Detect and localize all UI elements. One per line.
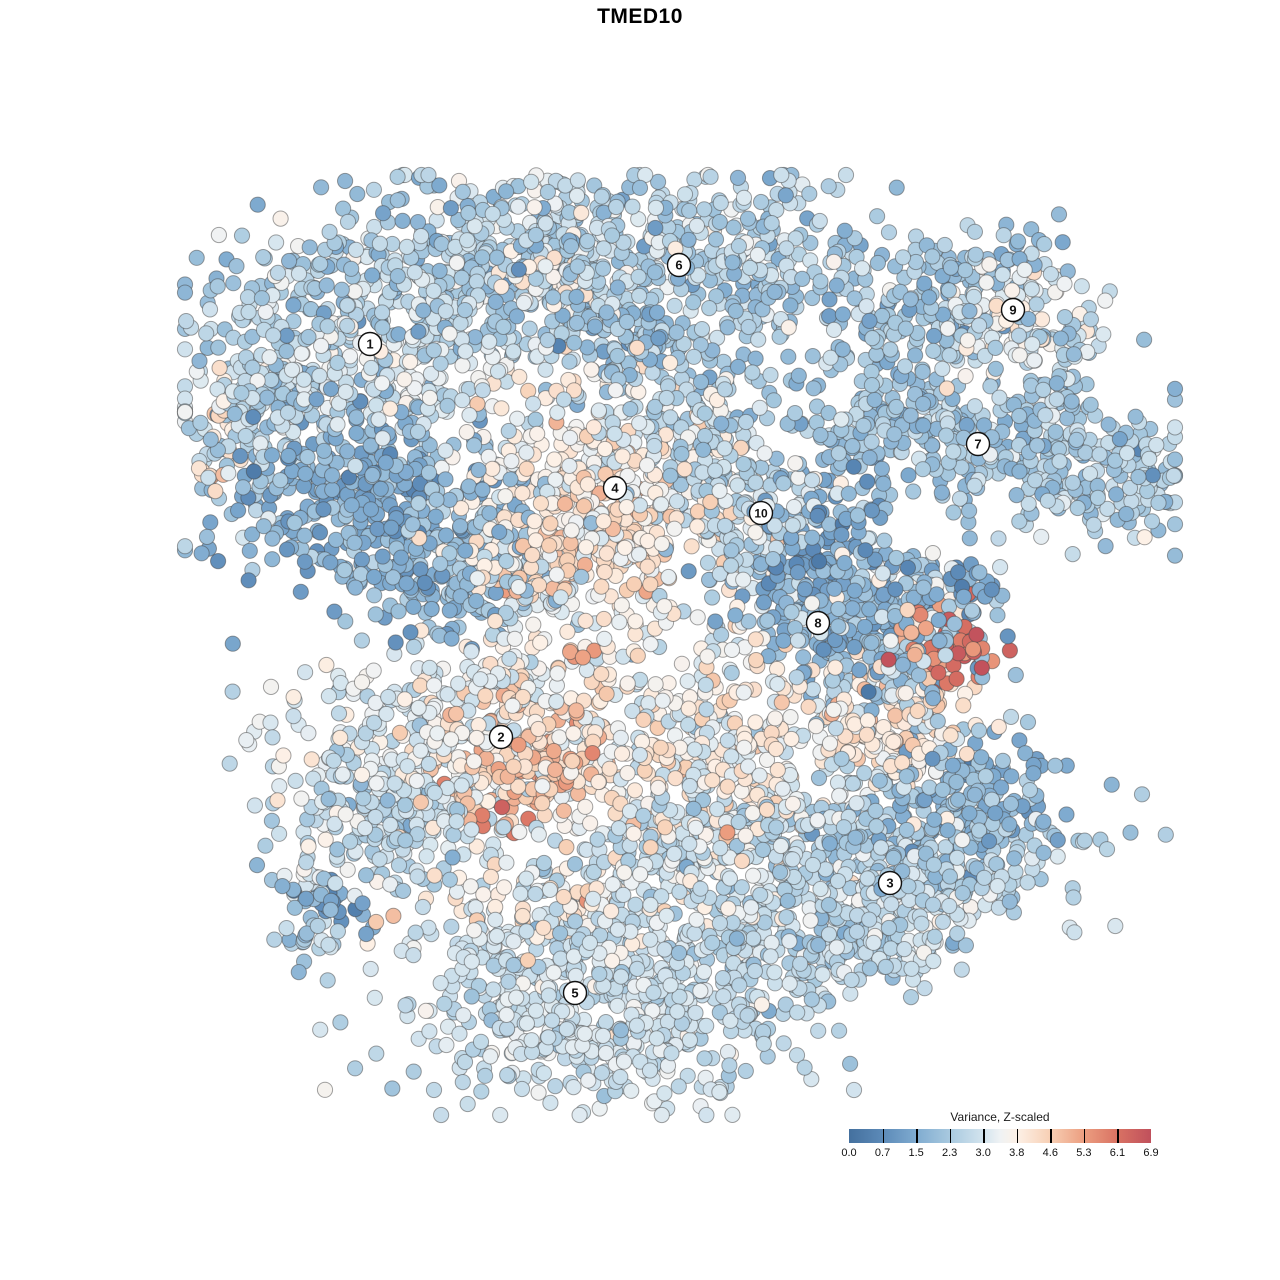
legend-tick-line bbox=[949, 1129, 952, 1143]
legend-tick-label: 0.0 bbox=[841, 1147, 857, 1159]
cluster-label-3: 3 bbox=[877, 870, 903, 896]
cluster-label-10: 10 bbox=[748, 500, 774, 526]
legend-tick-line bbox=[882, 1129, 885, 1143]
cluster-label-4: 4 bbox=[602, 475, 628, 501]
legend-tick-label: 6.9 bbox=[1143, 1147, 1159, 1159]
legend-tick-label: 6.1 bbox=[1109, 1147, 1126, 1159]
legend-tick-line bbox=[1016, 1129, 1019, 1143]
colorbar bbox=[849, 1129, 1151, 1143]
colorbar-tick-labels: 0.0 0.7 1.5 2.3 3.0 3.8 4.6 5.3 6.1 6.9 bbox=[841, 1147, 1158, 1161]
scatter-points bbox=[176, 166, 1184, 1124]
cluster-label-5: 5 bbox=[562, 980, 588, 1006]
legend-tick-line bbox=[1083, 1129, 1086, 1143]
legend-tick-line bbox=[1117, 1129, 1119, 1143]
cluster-label-9: 9 bbox=[1000, 297, 1026, 323]
legend-tick-label: 0.7 bbox=[874, 1147, 891, 1159]
cluster-label-6: 6 bbox=[666, 252, 692, 278]
legend-tick-label: 5.3 bbox=[1076, 1147, 1092, 1159]
cluster-label-1: 1 bbox=[357, 331, 383, 357]
legend-tick-line bbox=[916, 1129, 918, 1143]
legend-tick-label: 3.0 bbox=[975, 1147, 991, 1159]
legend-tick-line bbox=[983, 1129, 985, 1143]
legend-title: Variance, Z-scaled bbox=[950, 1110, 1050, 1124]
legend-tick-label: 4.6 bbox=[1042, 1147, 1058, 1159]
legend-tick-label: 1.5 bbox=[908, 1147, 924, 1159]
cluster-badges: 1 2 3 4 5 6 7 8 9 10 bbox=[357, 252, 1026, 1006]
legend-tick-label: 2.3 bbox=[942, 1147, 958, 1159]
cluster-label-2: 2 bbox=[488, 724, 514, 750]
cluster-label-7: 7 bbox=[965, 431, 991, 457]
cluster-label-8: 8 bbox=[805, 610, 831, 636]
legend-tick-label: 3.8 bbox=[1009, 1147, 1025, 1159]
legend-tick-line bbox=[1050, 1129, 1052, 1143]
colorbar-legend: Variance, Z-scaled 0.0 0.7 1.5 2.3 3.0 3.8 4.6… bbox=[841, 1110, 1158, 1161]
plot-title: TMED10 bbox=[597, 5, 683, 28]
